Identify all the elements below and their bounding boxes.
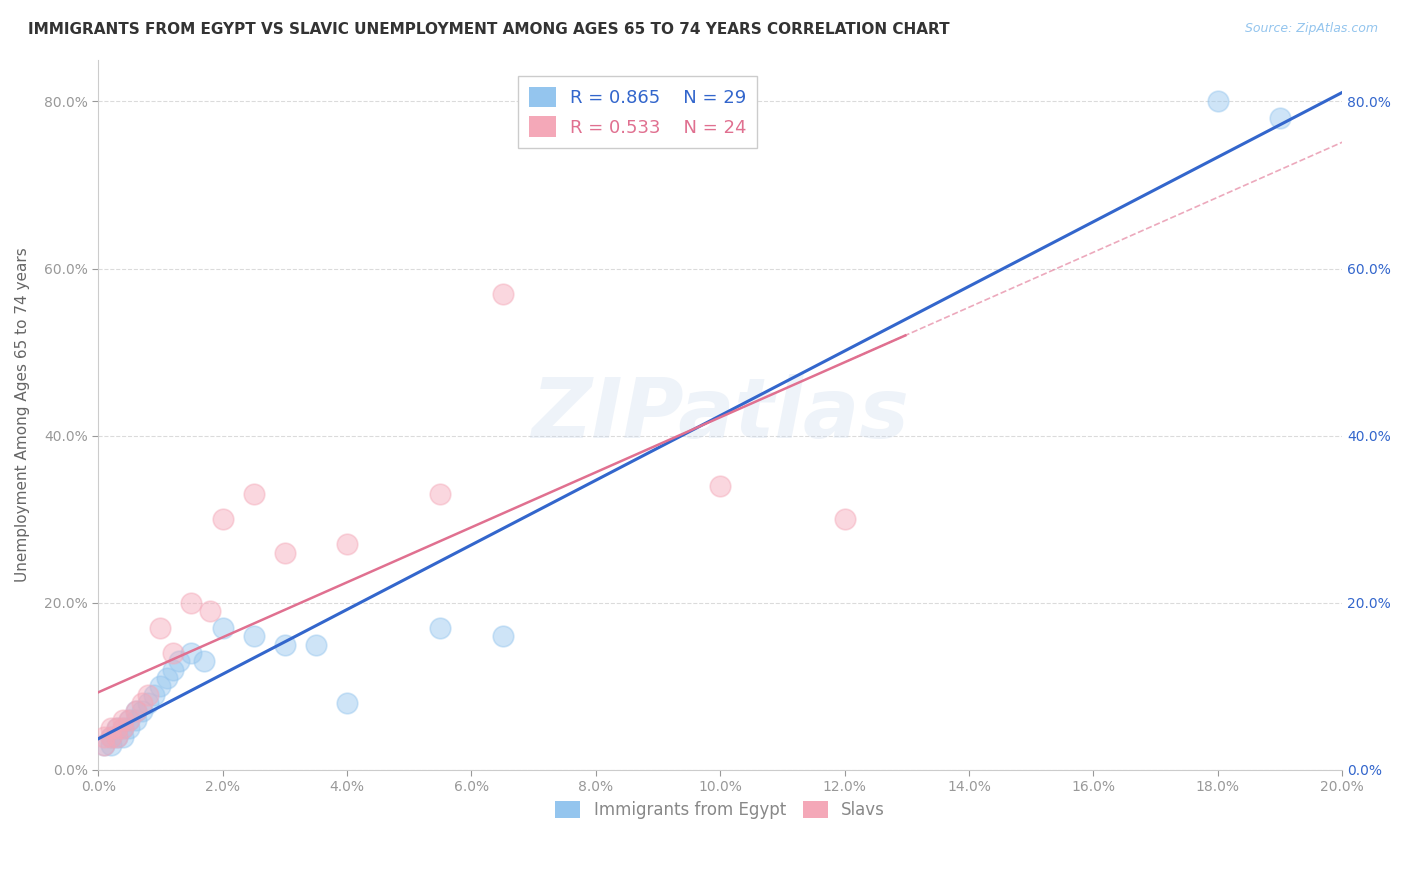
Point: [105, 730, 128, 744]
Point: [491, 629, 513, 643]
Point: [105, 721, 128, 735]
Point: [180, 596, 202, 610]
Point: [112, 730, 135, 744]
Point: [118, 713, 141, 727]
Point: [709, 479, 731, 493]
Point: [1206, 95, 1229, 109]
Text: Source: ZipAtlas.com: Source: ZipAtlas.com: [1244, 22, 1378, 36]
Point: [100, 730, 122, 744]
Point: [100, 730, 122, 744]
Point: [305, 638, 328, 652]
Y-axis label: Unemployment Among Ages 65 to 74 years: Unemployment Among Ages 65 to 74 years: [15, 247, 30, 582]
Point: [131, 705, 153, 719]
Point: [131, 696, 153, 710]
Point: [124, 705, 146, 719]
Point: [149, 680, 172, 694]
Point: [167, 654, 190, 668]
Point: [242, 487, 264, 501]
Point: [336, 696, 359, 710]
Point: [93, 738, 115, 752]
Point: [149, 621, 172, 635]
Point: [211, 621, 233, 635]
Point: [112, 721, 135, 735]
Point: [124, 705, 146, 719]
Point: [93, 730, 115, 744]
Point: [429, 487, 451, 501]
Point: [143, 688, 166, 702]
Point: [124, 713, 146, 727]
Text: ZIPatlas: ZIPatlas: [531, 375, 910, 455]
Point: [118, 713, 141, 727]
Point: [100, 721, 122, 735]
Point: [1268, 111, 1291, 125]
Point: [112, 721, 135, 735]
Point: [211, 512, 233, 526]
Point: [112, 713, 135, 727]
Point: [162, 646, 184, 660]
Point: [274, 638, 297, 652]
Legend: Immigrants from Egypt, Slavs: Immigrants from Egypt, Slavs: [548, 794, 891, 826]
Point: [336, 537, 359, 551]
Point: [118, 721, 141, 735]
Point: [274, 546, 297, 560]
Point: [193, 654, 215, 668]
Point: [105, 730, 128, 744]
Point: [136, 688, 159, 702]
Text: IMMIGRANTS FROM EGYPT VS SLAVIC UNEMPLOYMENT AMONG AGES 65 TO 74 YEARS CORRELATI: IMMIGRANTS FROM EGYPT VS SLAVIC UNEMPLOY…: [28, 22, 949, 37]
Point: [105, 721, 128, 735]
Point: [93, 738, 115, 752]
Point: [162, 663, 184, 677]
Point: [100, 738, 122, 752]
Point: [242, 629, 264, 643]
Point: [155, 671, 177, 685]
Point: [136, 696, 159, 710]
Point: [491, 286, 513, 301]
Point: [834, 512, 856, 526]
Point: [180, 646, 202, 660]
Point: [198, 604, 221, 618]
Point: [429, 621, 451, 635]
